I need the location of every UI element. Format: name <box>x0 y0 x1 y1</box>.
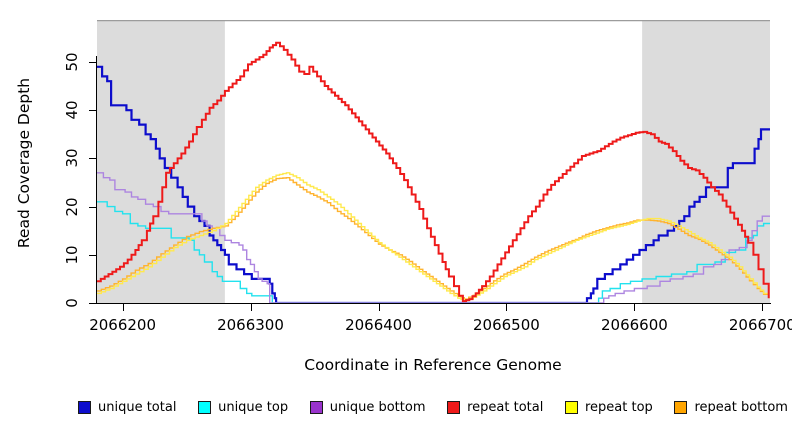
x-tick-label: 2066600 <box>600 316 668 334</box>
plot-canvas <box>97 20 770 303</box>
x-axis-label: Coordinate in Reference Genome <box>304 356 562 374</box>
y-tick-label: 30 <box>63 148 81 168</box>
legend-swatch-repeat-total-icon <box>447 400 461 414</box>
legend-label: unique top <box>218 399 289 415</box>
x-tick-label: 2066200 <box>89 316 156 334</box>
legend-label: unique bottom <box>329 399 426 415</box>
series-unique-top <box>97 201 770 303</box>
legend-label: repeat top <box>585 399 653 415</box>
legend-swatch-unique-top-icon <box>198 400 212 414</box>
y-axis-line <box>96 56 97 304</box>
shaded-region-right-flank <box>642 20 770 303</box>
x-tick <box>762 304 764 311</box>
y-tick <box>89 303 96 304</box>
legend: unique total unique top unique bottom repea… <box>78 396 788 418</box>
plot-area <box>97 20 770 303</box>
legend-item-unique-bottom: unique bottom <box>309 399 426 415</box>
x-tick <box>506 304 508 311</box>
legend-item-unique-total: unique total <box>78 400 176 415</box>
y-tick-label: 50 <box>63 52 81 72</box>
y-tick-label: 40 <box>63 100 81 120</box>
legend-item-repeat-total: repeat total <box>447 400 543 415</box>
x-tick <box>378 304 380 311</box>
series-repeat-top <box>97 172 770 302</box>
x-axis-line <box>96 303 771 304</box>
y-tick <box>89 206 96 208</box>
y-tick <box>89 254 96 256</box>
series-unique-bottom <box>97 172 770 303</box>
series-repeat-total <box>97 41 770 303</box>
y-axis-label: Read Coverage Depth <box>15 77 33 249</box>
legend-label: unique total <box>98 399 177 415</box>
legend-label: repeat bottom <box>694 399 788 415</box>
legend-item-repeat-bottom: repeat bottom <box>674 400 788 415</box>
legend-label: repeat total <box>467 399 544 415</box>
y-tick-label: 0 <box>63 298 81 308</box>
y-tick <box>89 110 96 112</box>
x-tick-label: 2066300 <box>217 316 284 334</box>
x-tick-label: 2066400 <box>345 316 412 334</box>
y-tick <box>89 61 96 63</box>
legend-swatch-unique-bottom-icon <box>309 400 323 414</box>
y-tick <box>89 158 96 160</box>
x-tick-label: 2066700 <box>728 316 792 334</box>
legend-swatch-repeat-bottom-icon <box>674 400 688 414</box>
legend-swatch-unique-total-icon <box>78 400 91 414</box>
x-tick <box>634 304 636 311</box>
legend-item-repeat-top: repeat top <box>565 400 653 415</box>
y-tick-label: 20 <box>63 197 81 217</box>
x-tick <box>122 304 124 311</box>
y-tick-label: 10 <box>63 245 81 265</box>
legend-swatch-repeat-top-icon <box>565 400 578 414</box>
x-tick <box>250 304 252 311</box>
x-tick-label: 2066500 <box>472 316 540 334</box>
series-unique-total <box>97 65 770 303</box>
legend-item-unique-top: unique top <box>198 400 288 415</box>
